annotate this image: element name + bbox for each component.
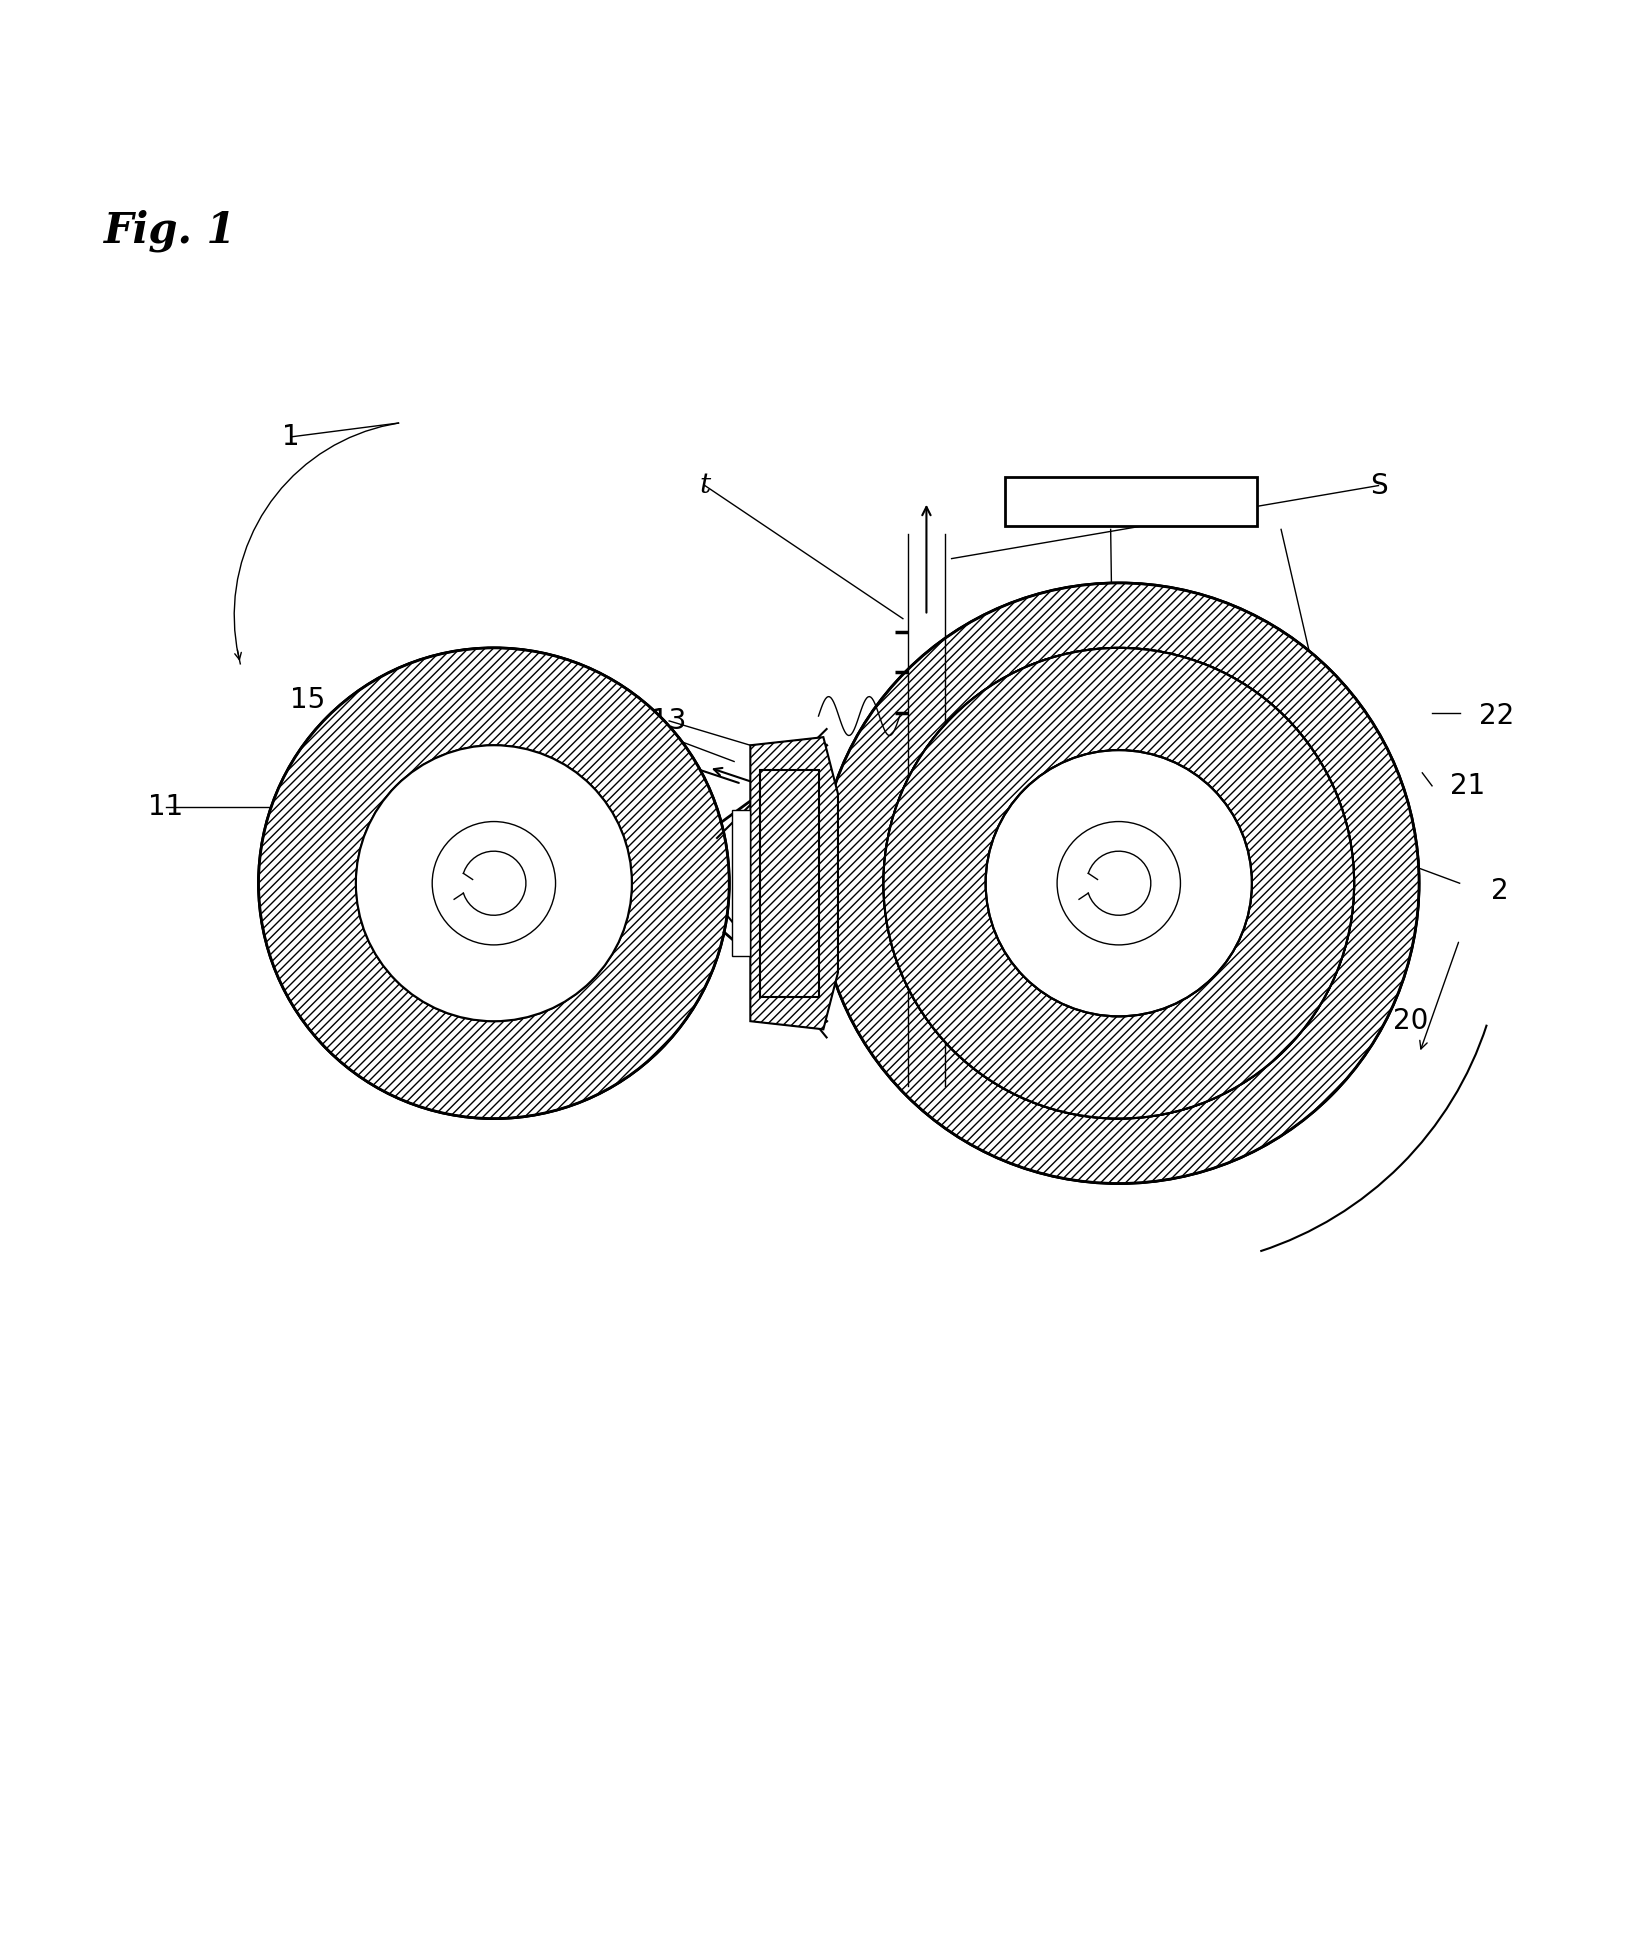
Circle shape — [1058, 821, 1180, 945]
Text: 15: 15 — [290, 687, 324, 714]
Text: 21: 21 — [1450, 772, 1485, 799]
Text: 22: 22 — [1480, 702, 1514, 729]
Text: 13: 13 — [652, 706, 688, 735]
Text: 12: 12 — [452, 1000, 488, 1027]
Text: 20: 20 — [1393, 1008, 1429, 1035]
Text: 14: 14 — [525, 690, 560, 720]
Wedge shape — [884, 648, 1354, 1118]
Polygon shape — [760, 770, 818, 998]
Wedge shape — [259, 648, 728, 1118]
Circle shape — [884, 648, 1354, 1118]
Text: 1: 1 — [282, 422, 300, 451]
Text: 11: 11 — [149, 794, 183, 821]
Circle shape — [259, 648, 728, 1118]
Text: t: t — [699, 473, 710, 500]
Text: S: S — [1370, 471, 1387, 500]
Text: 16: 16 — [411, 687, 447, 714]
Text: 23: 23 — [1285, 687, 1319, 716]
Text: 26: 26 — [1102, 1105, 1136, 1132]
Circle shape — [985, 751, 1252, 1017]
Polygon shape — [750, 737, 838, 1029]
Bar — [1005, 477, 1257, 527]
Circle shape — [818, 584, 1419, 1183]
Text: Fig. 1: Fig. 1 — [105, 210, 237, 253]
Circle shape — [432, 821, 555, 945]
Text: 25: 25 — [1187, 687, 1223, 716]
Wedge shape — [818, 584, 1419, 1183]
Text: 2: 2 — [1491, 877, 1509, 904]
Polygon shape — [732, 811, 750, 957]
Circle shape — [355, 745, 632, 1021]
